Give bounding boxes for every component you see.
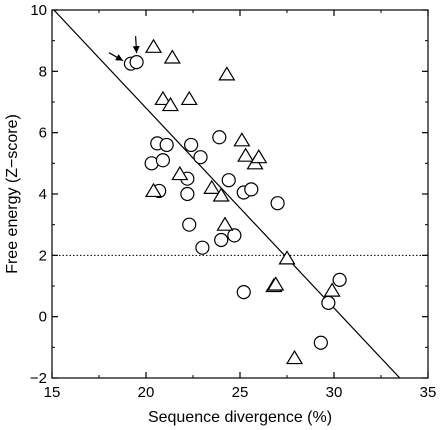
x-tick-label: 30: [326, 384, 343, 401]
triangle-point: [250, 149, 268, 164]
y-tick-label: 4: [39, 186, 47, 203]
circle-point: [129, 55, 144, 70]
circle-point: [155, 153, 171, 168]
circle-point: [321, 295, 336, 310]
triangle-point: [180, 90, 198, 106]
circle-point: [195, 240, 210, 255]
plot-layer: [52, 10, 428, 378]
circle-point: [182, 217, 197, 232]
y-axis-label: Free energy (Z−score): [4, 114, 21, 274]
triangle-point: [237, 147, 255, 162]
circle-point: [270, 196, 285, 211]
circle-point: [236, 285, 251, 300]
triangle-point: [203, 179, 221, 194]
x-tick-label: 35: [420, 384, 437, 401]
triangle-point: [267, 276, 285, 291]
arrow-head: [115, 54, 123, 61]
triangle-point: [212, 187, 230, 202]
x-tick-label: 25: [232, 384, 249, 401]
x-tick-label: 20: [138, 384, 155, 401]
triangle-point: [154, 90, 172, 106]
annotation-arrow: [108, 52, 124, 62]
x-axis-label: Sequence divergence (%): [148, 409, 332, 426]
triangle-point: [144, 38, 163, 53]
triangle-point: [216, 216, 234, 231]
circle-point: [214, 232, 229, 248]
triangle-point: [285, 349, 304, 365]
circle-point: [184, 137, 199, 153]
triangle-point: [323, 282, 341, 297]
circle-point: [180, 186, 195, 202]
triangle-point: [233, 132, 251, 147]
triangle-point: [163, 49, 181, 64]
annotation-arrow: [132, 36, 140, 54]
triangle-point: [144, 182, 163, 198]
arrow-head: [132, 45, 140, 54]
y-tick-label: 10: [30, 2, 47, 19]
triangle-point: [161, 96, 179, 112]
circle-point: [159, 137, 174, 153]
regression-line: [53, 10, 401, 378]
y-tick-label: 2: [39, 247, 47, 264]
circle-point: [244, 182, 259, 197]
triangle-point: [218, 66, 236, 81]
y-tick-label: 6: [39, 125, 47, 142]
circle-point: [332, 272, 347, 287]
triangle-point: [278, 250, 296, 265]
circle-point: [212, 130, 227, 145]
triangle-point: [171, 165, 189, 181]
circle-point: [193, 150, 208, 165]
y-tick-label: 0: [39, 309, 47, 326]
circle-point: [313, 335, 328, 350]
y-tick-label: −2: [30, 370, 47, 387]
circle-point: [227, 228, 242, 243]
axes-layer: 15 20 25 30 35 −2 0 2 4 6 8 10: [30, 2, 436, 401]
y-tick-label: 8: [39, 63, 47, 80]
circle-point: [221, 173, 236, 188]
x-tick-label: 15: [44, 384, 61, 401]
